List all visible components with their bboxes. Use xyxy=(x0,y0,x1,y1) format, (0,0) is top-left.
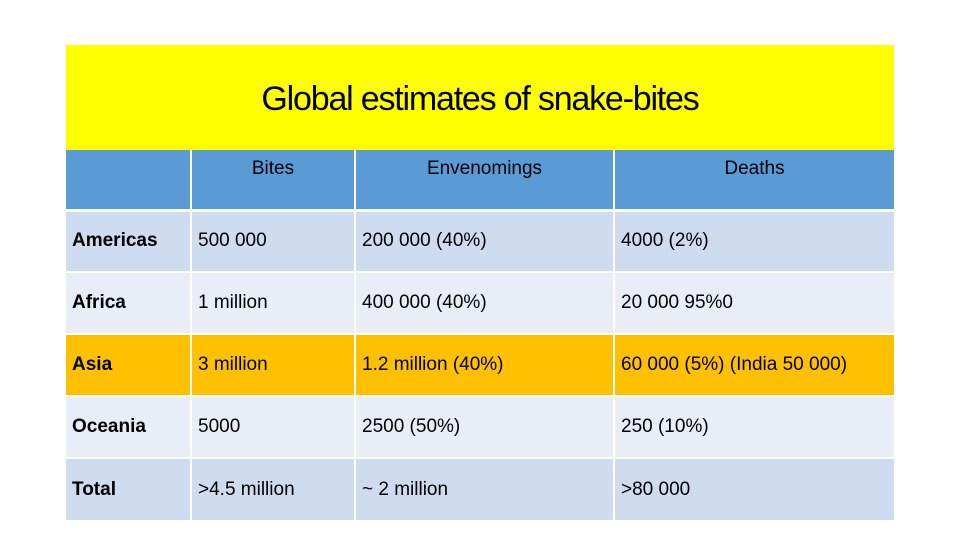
deaths-cell: 250 (10%) xyxy=(613,395,894,458)
region-cell: Total xyxy=(66,457,191,520)
table-header-row: Bites Envenomings Deaths xyxy=(66,150,894,212)
bites-cell: >4.5 million xyxy=(190,457,355,520)
bites-cell: 5000 xyxy=(190,395,355,458)
envenomings-cell: 200 000 (40%) xyxy=(354,209,614,272)
envenomings-cell: ~ 2 million xyxy=(354,457,614,520)
deaths-cell: 20 000 95%0 xyxy=(613,271,894,334)
table-row-americas: Americas 500 000 200 000 (40%) 4000 (2%) xyxy=(66,209,894,272)
bites-cell: 1 million xyxy=(190,271,355,334)
header-deaths: Deaths xyxy=(613,150,894,212)
bites-cell: 500 000 xyxy=(190,209,355,272)
deaths-cell: >80 000 xyxy=(613,457,894,520)
table-row-africa: Africa 1 million 400 000 (40%) 20 000 95… xyxy=(66,271,894,334)
snake-bite-table: Bites Envenomings Deaths Americas 500 00… xyxy=(66,150,894,520)
region-cell: Americas xyxy=(66,209,191,272)
region-cell: Oceania xyxy=(66,395,191,458)
envenomings-cell: 400 000 (40%) xyxy=(354,271,614,334)
envenomings-cell: 2500 (50%) xyxy=(354,395,614,458)
slide-title: Global estimates of snake-bites xyxy=(261,80,699,118)
table-row-asia: Asia 3 million 1.2 million (40%) 60 000 … xyxy=(66,333,894,396)
header-region xyxy=(66,150,191,212)
header-bites: Bites xyxy=(190,150,355,212)
deaths-cell: 60 000 (5%) (India 50 000) xyxy=(613,333,894,396)
table-row-oceania: Oceania 5000 2500 (50%) 250 (10%) xyxy=(66,395,894,458)
region-cell: Africa xyxy=(66,271,191,334)
deaths-cell: 4000 (2%) xyxy=(613,209,894,272)
header-envenomings: Envenomings xyxy=(354,150,614,212)
envenomings-cell: 1.2 million (40%) xyxy=(354,333,614,396)
title-band: Global estimates of snake-bites xyxy=(66,45,894,150)
bites-cell: 3 million xyxy=(190,333,355,396)
region-cell: Asia xyxy=(66,333,191,396)
table-row-total: Total >4.5 million ~ 2 million >80 000 xyxy=(66,457,894,520)
